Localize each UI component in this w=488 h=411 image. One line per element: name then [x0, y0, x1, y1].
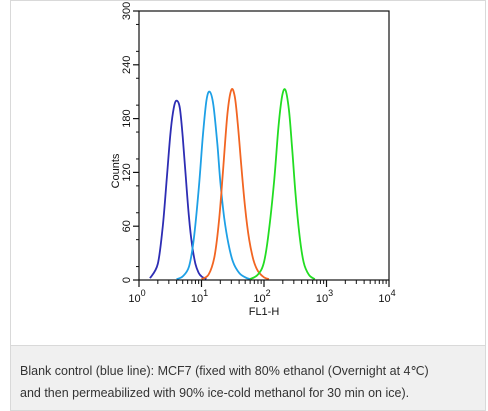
y-tick-label: 0 [121, 277, 133, 283]
y-axis-title: Counts [110, 153, 122, 188]
caption-line-2: and then permeabilized with 90% ice-cold… [20, 386, 410, 400]
x-tick-label: 100 [128, 288, 145, 305]
x-tick-label: 103 [316, 288, 333, 305]
x-tick-label: 104 [378, 288, 395, 305]
series-line-4 [249, 88, 316, 280]
y-tick-label: 120 [121, 163, 133, 181]
y-tick-label: 180 [121, 109, 133, 127]
series-line-1 [149, 99, 207, 280]
flow-cytometry-figure: 100 101 102 103 104 0 60 120 180 240 300 FL1-H Cou… [10, 0, 486, 346]
series-layer [149, 87, 316, 280]
histogram-chart: 100 101 102 103 104 0 60 120 180 240 300 FL1-H Cou… [110, 2, 396, 318]
axis-layer: 100 101 102 103 104 0 60 120 180 240 300 [121, 2, 396, 305]
x-axis-title: FL1-H [249, 306, 280, 318]
x-tick-label: 101 [191, 288, 208, 305]
caption-line-1: Blank control (blue line): MCF7 (fixed w… [20, 364, 429, 378]
y-tick-label: 60 [121, 220, 133, 232]
x-tick-label: 102 [253, 288, 270, 305]
y-tick-label: 240 [121, 56, 133, 74]
plot-frame [138, 10, 390, 281]
figure-caption: Blank control (blue line): MCF7 (fixed w… [10, 346, 486, 411]
series-line-2 [176, 90, 251, 280]
y-tick-label: 300 [121, 2, 133, 20]
series-line-3 [201, 87, 270, 280]
